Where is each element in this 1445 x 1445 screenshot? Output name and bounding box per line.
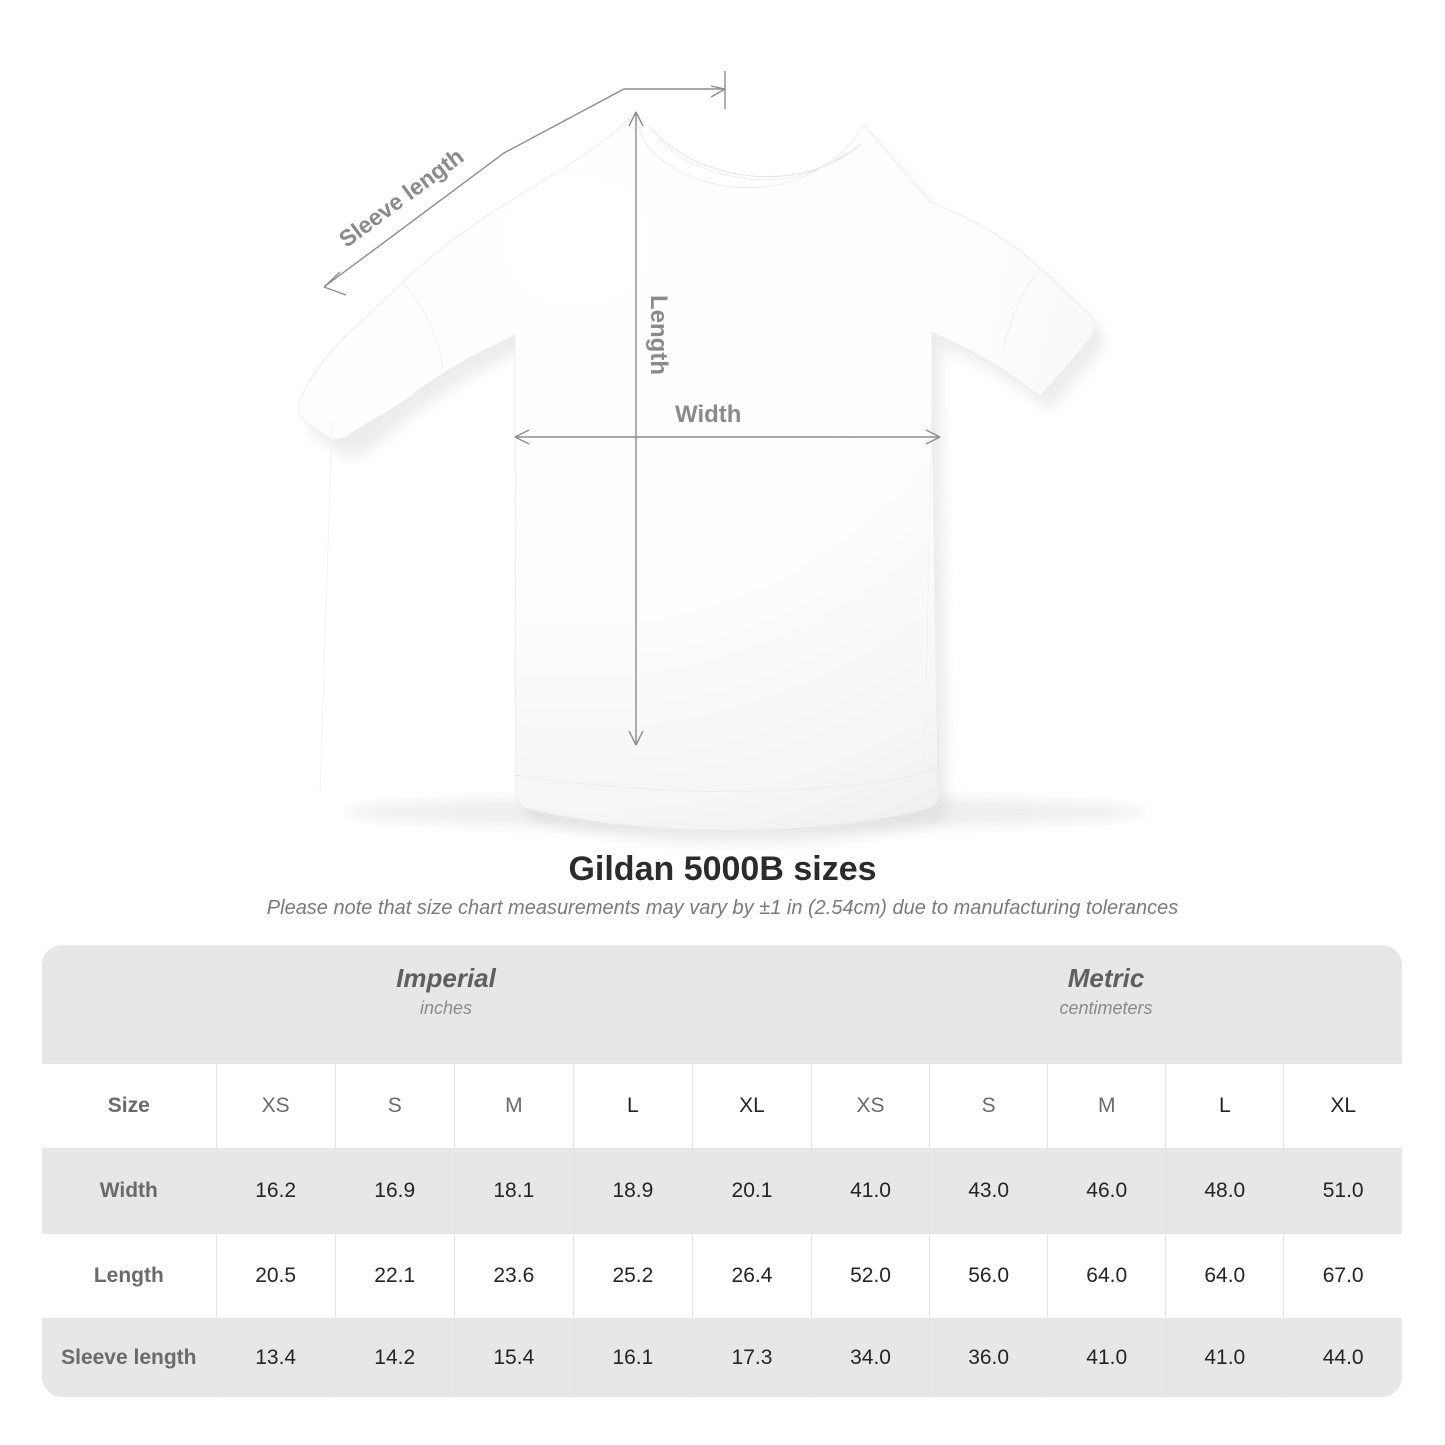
- svg-text:Length: Length: [645, 295, 672, 375]
- svg-text:Sleeve length: Sleeve length: [334, 143, 468, 252]
- svg-text:Width: Width: [675, 401, 741, 428]
